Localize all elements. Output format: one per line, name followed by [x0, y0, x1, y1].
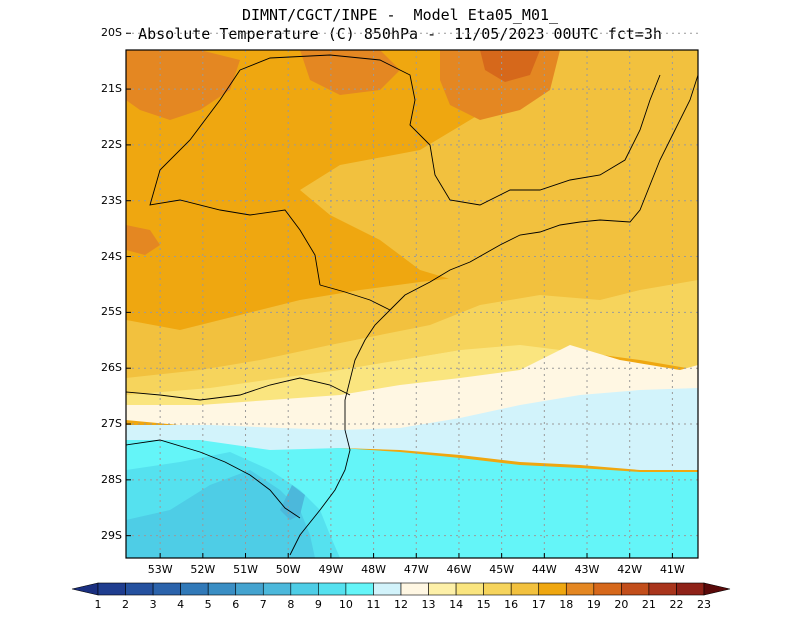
colorbar-label: 4 — [177, 598, 185, 611]
colorbar-swatch — [676, 582, 705, 596]
colorbar-label: 16 — [504, 598, 519, 611]
colorbar-swatch — [593, 582, 622, 596]
colorbar-label: 17 — [531, 598, 546, 611]
chart-title-line2: Absolute Temperature (C) 850hPa - 11/05/… — [138, 25, 662, 43]
colorbar-arrow-right — [703, 582, 731, 596]
colorbar-swatch — [345, 582, 374, 596]
colorbar-swatch — [318, 582, 347, 596]
lat-label: 22S — [101, 137, 122, 151]
colorbar-arrow-left — [71, 582, 99, 596]
lat-label: 25S — [101, 305, 122, 319]
colorbar-label: 2 — [122, 598, 130, 611]
map-frame — [125, 49, 699, 559]
colorbar-label: 11 — [366, 598, 381, 611]
colorbar-swatch — [483, 582, 512, 596]
field-18c-region-w — [126, 225, 160, 255]
colorbar-label: 14 — [449, 598, 464, 611]
colorbar-label: 5 — [204, 598, 212, 611]
lon-label: 53W — [147, 563, 173, 576]
colorbar-label: 8 — [287, 598, 295, 611]
colorbar-swatch — [455, 582, 484, 596]
lat-label: 27S — [101, 417, 122, 431]
lon-label: 50W — [275, 563, 301, 576]
state-border-sp-ms — [149, 69, 321, 286]
field-7c-region — [280, 485, 305, 520]
colorbar-label: 7 — [259, 598, 267, 611]
temperature-field — [126, 50, 698, 558]
lat-lon-grid — [126, 32, 698, 558]
state-border-sp-mg — [239, 54, 661, 206]
colorbar-swatch — [97, 582, 126, 596]
lat-label: 21S — [101, 82, 122, 96]
colorbar-swatch — [510, 582, 540, 596]
colorbar-label: 13 — [421, 598, 436, 611]
colorbar-label: 6 — [232, 598, 240, 611]
colorbar-label: 21 — [641, 598, 656, 611]
lat-label: 24S — [101, 249, 122, 263]
colorbar-swatch — [262, 582, 292, 596]
field-8c-region — [126, 470, 315, 558]
colorbar-label: 1 — [94, 598, 102, 611]
colorbar-swatch — [400, 582, 429, 596]
lon-label: 41W — [659, 563, 685, 576]
colorbar-swatch — [180, 582, 209, 596]
lat-label: 26S — [101, 361, 122, 375]
colorbar-label: 3 — [149, 598, 157, 611]
colorbar-swatch — [648, 582, 677, 596]
colorbar-swatch — [207, 582, 237, 596]
axis-ticks — [126, 32, 673, 558]
lon-label: 47W — [403, 563, 429, 576]
political-boundaries — [125, 54, 699, 556]
lon-label: 43W — [574, 563, 600, 576]
colorbar-label: 18 — [559, 598, 574, 611]
colorbar-swatch — [290, 582, 319, 596]
colorbar-label: 23 — [697, 598, 711, 611]
field-18c-region-nw — [126, 50, 240, 120]
lon-label: 48W — [361, 563, 387, 576]
state-border-sc-rs — [125, 439, 301, 519]
chart-title-line1: DIMNT/CGCT/INPE - Model Eta05_M01_ — [241, 6, 559, 24]
colorbar-label: 20 — [614, 598, 629, 611]
coastline — [289, 74, 699, 556]
field-12c-region — [126, 345, 698, 432]
colorbar-label: 10 — [338, 598, 353, 611]
colorbar-swatch — [125, 582, 154, 596]
colorbar-label: 19 — [586, 598, 601, 611]
lat-label: 29S — [101, 528, 122, 542]
colorbar-label: 15 — [476, 598, 491, 611]
lon-label: 46W — [446, 563, 472, 576]
lon-label: 44W — [531, 563, 557, 576]
lat-label: 28S — [101, 472, 122, 486]
colorbar-swatch — [565, 582, 595, 596]
colorbar-swatch — [428, 582, 457, 596]
colorbar-swatch — [538, 582, 567, 596]
lon-label: 51W — [233, 563, 258, 576]
field-18c-region-n — [300, 50, 400, 95]
colorbar-swatch — [152, 582, 181, 596]
lon-label: 45W — [489, 563, 515, 576]
field-19c-region — [480, 50, 540, 82]
field-16c-region — [300, 50, 698, 300]
field-15c-region — [126, 280, 698, 395]
lat-label: 23S — [101, 193, 122, 207]
lon-label: 49W — [318, 563, 344, 576]
state-border-pr-sc — [125, 377, 351, 401]
colorbar-swatch — [235, 582, 264, 596]
lat-label: 20S — [101, 26, 122, 40]
colorbar-label: 12 — [394, 598, 408, 611]
colorbar-swatch — [373, 582, 402, 596]
lon-label: 52W — [190, 563, 216, 576]
state-border-pr-sp — [319, 284, 391, 311]
colorbar — [71, 582, 731, 596]
colorbar-label: 22 — [669, 598, 684, 611]
field-11c-region — [126, 388, 698, 470]
lon-label: 42W — [617, 563, 643, 576]
colorbar-swatch — [621, 582, 650, 596]
colorbar-label: 9 — [314, 598, 322, 611]
